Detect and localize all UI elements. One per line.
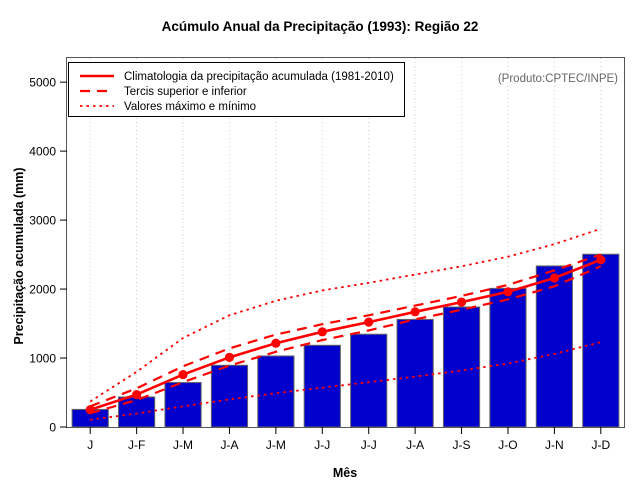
climatology-point bbox=[317, 327, 327, 337]
bar-J-S bbox=[442, 306, 481, 428]
climatology-point bbox=[503, 287, 513, 297]
climatology-point bbox=[410, 307, 420, 317]
x-tick-label: J-F bbox=[128, 438, 145, 452]
chart-legend: Climatologia da precipitação acumulada (… bbox=[68, 62, 405, 117]
climatology-markers bbox=[85, 255, 606, 415]
y-axis-title: Precipitação acumulada (mm) bbox=[12, 167, 26, 344]
climatology-point bbox=[85, 405, 95, 415]
legend-label: Valores máximo e mínimo bbox=[124, 101, 256, 113]
climatology-point bbox=[178, 369, 188, 380]
page-title: Acúmulo Anual da Precipitação (1993): Re… bbox=[162, 19, 479, 34]
x-tick-label: J-M bbox=[173, 438, 193, 452]
y-tick-label: 3000 bbox=[29, 214, 56, 228]
x-axis-title: Mês bbox=[333, 466, 357, 480]
y-tick-label: 5000 bbox=[29, 76, 56, 90]
bar-J-J bbox=[303, 344, 341, 428]
x-tick-label: J-J bbox=[361, 438, 377, 452]
x-tick-label: J bbox=[87, 438, 93, 452]
bar-J-N bbox=[535, 265, 573, 428]
x-tick-label: J-D bbox=[591, 438, 610, 452]
x-tick-label: J-O bbox=[498, 438, 517, 452]
series-line bbox=[89, 253, 602, 408]
plot-frame bbox=[66, 57, 625, 428]
series-line bbox=[89, 227, 602, 403]
y-tick-label: 2000 bbox=[29, 283, 56, 297]
gridlines bbox=[89, 58, 602, 427]
line-series bbox=[89, 227, 602, 421]
x-tick-label: J-A bbox=[220, 438, 238, 452]
bar-J-O bbox=[489, 287, 527, 428]
legend-box bbox=[68, 62, 405, 117]
bar-J-D bbox=[582, 253, 620, 428]
climatology-point bbox=[596, 255, 606, 265]
x-tick-label: J-N bbox=[545, 438, 564, 452]
x-axis-ticks: J J-F J-M J-A J-M J-J J-J J-A J-S J-O J-N J-D bbox=[87, 427, 610, 452]
series-line bbox=[90, 341, 602, 421]
bar-J-M bbox=[164, 382, 202, 428]
series-line bbox=[89, 258, 602, 411]
y-axis-ticks: 0 1000 2000 3000 4000 5000 bbox=[29, 76, 67, 435]
credit-annotation: (Produto:CPTEC/INPE) bbox=[498, 73, 618, 85]
series-line bbox=[89, 265, 602, 415]
y-tick-label: 0 bbox=[49, 421, 56, 435]
climatology-point bbox=[456, 297, 467, 307]
legend-label: Tercis superior e inferior bbox=[124, 86, 247, 98]
climatology-point bbox=[224, 352, 235, 362]
x-tick-label: J-A bbox=[406, 438, 424, 452]
y-tick-label: 1000 bbox=[29, 352, 56, 366]
legend-label: Climatologia da precipitação acumulada (… bbox=[124, 71, 394, 83]
x-tick-label: J-J bbox=[314, 438, 330, 452]
bar-series bbox=[71, 253, 620, 428]
climatology-point bbox=[271, 338, 281, 348]
bar-J-A bbox=[210, 364, 249, 428]
bar-J-M bbox=[257, 355, 295, 428]
y-tick-label: 4000 bbox=[29, 145, 56, 159]
bar-J-A bbox=[396, 318, 434, 428]
climatology-point bbox=[132, 389, 142, 400]
x-tick-label: J-S bbox=[453, 438, 471, 452]
climatology-point bbox=[364, 317, 374, 327]
climatology-point bbox=[549, 273, 559, 283]
x-tick-label: J-M bbox=[266, 438, 286, 452]
